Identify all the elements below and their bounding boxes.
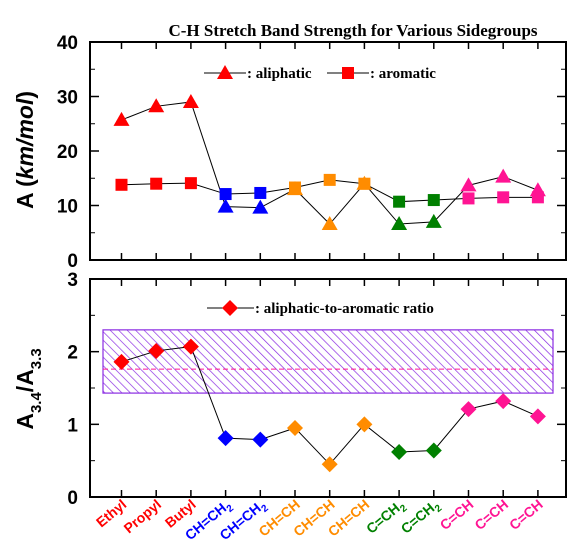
category-label: Propyl xyxy=(120,496,164,536)
bottom-data-point-diamond xyxy=(356,416,373,433)
top-data-point-triangle xyxy=(252,199,269,214)
top-data-point-square xyxy=(219,188,232,201)
top-data-point-square xyxy=(115,178,128,191)
bottom-panel: 0 1 2 3 A3.4/A3.3 : aliphatic-to-aromatic r… xyxy=(12,270,567,509)
top-data-point-triangle xyxy=(391,216,408,231)
top-data-point-square xyxy=(497,191,510,204)
top-data-point-square xyxy=(254,186,267,199)
top-data-point-triangle xyxy=(425,213,442,228)
top-data-point-triangle xyxy=(113,111,130,126)
top-data-point-square xyxy=(427,194,440,207)
top-data-point-triangle xyxy=(495,168,512,183)
top-y-ticks: 0 10 20 30 40 xyxy=(57,33,566,272)
ratio-band-area xyxy=(102,329,554,394)
bottom-data-point-diamond xyxy=(113,353,130,370)
top-data-point-triangle xyxy=(182,93,199,108)
top-panel: 0 10 20 30 40 A (km/mol) : aliphatic : aroma… xyxy=(12,33,567,272)
legend-aliphatic-marker xyxy=(217,65,233,79)
bottom-y-ticks: 0 1 2 3 xyxy=(67,270,566,509)
top-x-ticks xyxy=(120,42,539,260)
legend-aliphatic-label: : aliphatic xyxy=(247,66,312,82)
bottom-data-point-diamond xyxy=(495,393,512,410)
top-data-point-square xyxy=(323,173,336,186)
category-label: C=CH2 xyxy=(398,496,445,540)
bottom-y-tick-label: 1 xyxy=(67,415,78,436)
bottom-data-point-diamond xyxy=(529,408,546,425)
bottom-data-point-diamond xyxy=(182,338,199,355)
top-series-line-triangle xyxy=(121,101,539,225)
top-data-point-triangle xyxy=(217,198,234,213)
top-data-point-square xyxy=(358,177,371,190)
chart-title: C-H Stretch Band Strength for Various Si… xyxy=(168,21,537,40)
bottom-data-point-diamond xyxy=(252,431,269,448)
category-labels: EthylPropylButylCH=CH2CH=CH2CH=CHCH=CHCH… xyxy=(93,496,546,543)
bottom-x-ticks xyxy=(120,279,539,497)
top-data-point-square xyxy=(462,192,475,205)
category-label: C=CH xyxy=(506,496,546,533)
legend-aromatic-marker xyxy=(342,67,354,79)
bottom-y-tick-label: 0 xyxy=(67,488,78,509)
top-y-tick-label: 10 xyxy=(57,197,78,218)
bottom-series xyxy=(113,338,546,473)
bottom-data-point-diamond xyxy=(321,456,338,473)
top-y-tick-label: 40 xyxy=(57,33,78,54)
bottom-legend: : aliphatic-to-aromatic ratio xyxy=(207,300,434,317)
top-y-tick-label: 0 xyxy=(67,251,78,272)
top-data-point-triangle xyxy=(460,177,477,192)
bottom-data-point-diamond xyxy=(391,443,408,460)
bottom-data-point-diamond xyxy=(148,342,165,359)
top-series xyxy=(113,93,546,231)
bottom-data-point-diamond xyxy=(425,442,442,459)
bottom-data-point-diamond xyxy=(460,401,477,418)
bottom-y-tick-label: 2 xyxy=(67,343,78,364)
ratio-band xyxy=(102,329,554,394)
legend-ratio-label: : aliphatic-to-aromatic ratio xyxy=(255,301,434,317)
top-data-point-triangle xyxy=(148,98,165,113)
top-data-point-triangle xyxy=(321,216,338,231)
category-label: C=CH2 xyxy=(363,496,410,540)
top-y-tick-label: 20 xyxy=(57,142,78,163)
bottom-y-axis-label: A3.4/A3.3 xyxy=(12,348,45,429)
top-data-point-square xyxy=(393,195,406,208)
top-data-point-square xyxy=(184,177,197,190)
category-label: C=CH xyxy=(471,496,511,533)
top-y-tick-label: 30 xyxy=(57,88,78,109)
top-data-point-square xyxy=(289,181,301,194)
top-data-point-square xyxy=(150,177,163,190)
top-legend: : aliphatic : aromatic xyxy=(204,65,436,82)
top-y-axis-label: A (km/mol) xyxy=(12,91,38,209)
bottom-data-point-diamond xyxy=(287,419,303,436)
legend-ratio-marker xyxy=(222,300,238,316)
bottom-y-tick-label: 3 xyxy=(67,270,78,291)
legend-aromatic-label: : aromatic xyxy=(370,66,436,82)
top-data-point-square xyxy=(531,191,544,204)
bottom-data-point-diamond xyxy=(217,430,234,447)
category-label: C=CH xyxy=(437,496,477,533)
